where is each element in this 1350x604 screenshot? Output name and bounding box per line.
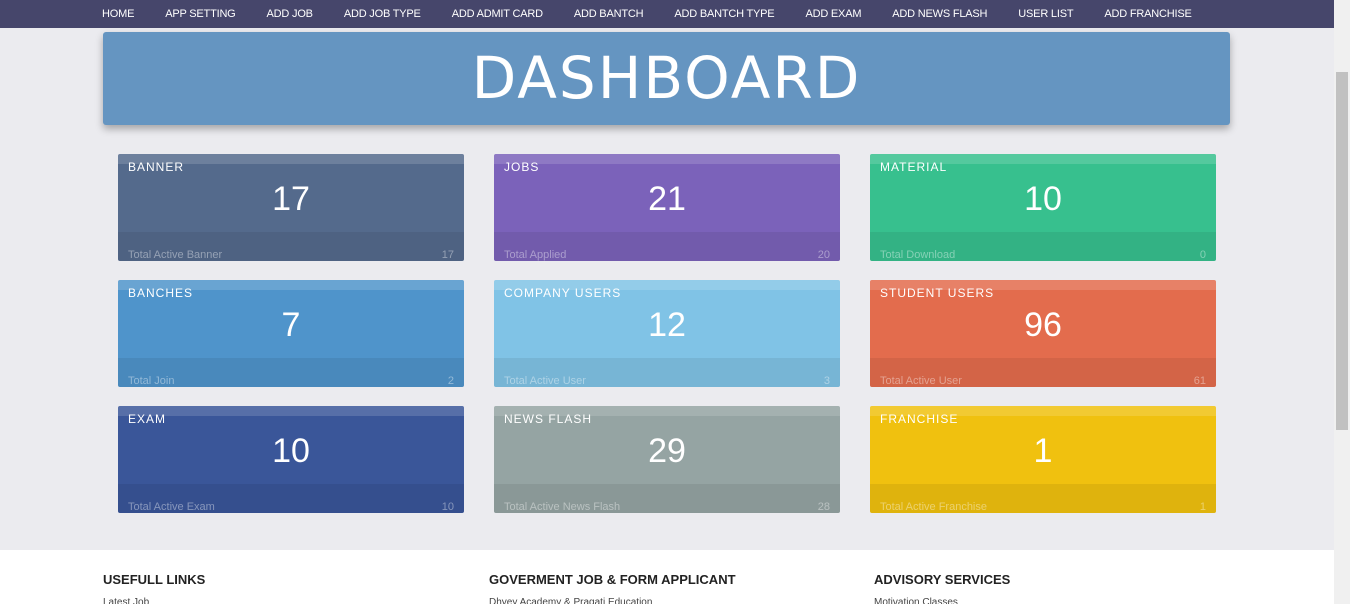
stat-card[interactable]: BANCHES 7 Total Join 2 bbox=[118, 280, 464, 387]
card-title: EXAM bbox=[128, 412, 167, 426]
stat-card[interactable]: BANNER 17 Total Active Banner 17 bbox=[118, 154, 464, 261]
card-caption: Total Active Exam bbox=[128, 501, 215, 513]
card-top bbox=[118, 154, 464, 164]
card-top bbox=[494, 280, 840, 290]
card-title: FRANCHISE bbox=[880, 412, 959, 426]
stat-card[interactable]: NEWS FLASH 29 Total Active News Flash 28 bbox=[494, 406, 840, 513]
card-bottom bbox=[118, 232, 464, 261]
card-top bbox=[870, 154, 1216, 164]
nav-link[interactable]: ADD EXAM bbox=[805, 8, 862, 20]
card-value: 21 bbox=[648, 180, 686, 218]
card-bottom bbox=[494, 232, 840, 261]
nav-link[interactable]: APP SETTING bbox=[165, 8, 236, 20]
card-count: 2 bbox=[447, 375, 454, 387]
card-top bbox=[870, 280, 1216, 290]
card-top bbox=[870, 406, 1216, 416]
card-top bbox=[118, 280, 464, 290]
stat-card[interactable]: COMPANY USERS 12 Total Active User 3 bbox=[494, 280, 840, 387]
dashboard-banner: DASHBOARD bbox=[103, 32, 1230, 125]
nav-link[interactable]: ADD BANTCH TYPE bbox=[674, 8, 775, 20]
nav-link[interactable]: ADD BANTCH bbox=[573, 8, 644, 20]
card-bottom bbox=[870, 232, 1216, 261]
footer-link[interactable]: Latest Job bbox=[103, 597, 150, 604]
nav-link[interactable]: HOME bbox=[102, 8, 135, 20]
nav-link[interactable]: ADD JOB bbox=[266, 8, 313, 20]
card-caption: Total Join bbox=[128, 375, 175, 387]
card-count: 0 bbox=[1199, 249, 1206, 261]
card-caption: Total Active Franchise bbox=[880, 501, 987, 513]
nav-link[interactable]: USER LIST bbox=[1018, 8, 1074, 20]
footer-title: GOVERMENT JOB & FORM APPLICANT bbox=[489, 572, 736, 587]
scroll-thumb[interactable] bbox=[1336, 72, 1348, 430]
card-value: 1 bbox=[1033, 432, 1053, 470]
card-count: 20 bbox=[817, 249, 830, 261]
nav-link[interactable]: ADD JOB TYPE bbox=[343, 8, 421, 20]
stat-card[interactable]: MATERIAL 10 Total Download 0 bbox=[870, 154, 1216, 261]
footer-link[interactable]: Dhyey Academy & Pragati Education bbox=[489, 597, 653, 604]
card-value: 29 bbox=[648, 432, 686, 470]
card-bottom bbox=[870, 484, 1216, 513]
card-count: 3 bbox=[823, 375, 830, 387]
card-caption: Total Download bbox=[880, 249, 956, 261]
footer: USEFULL LINKS Latest Job GOVERMENT JOB & F… bbox=[0, 550, 1334, 604]
card-caption: Total Active Banner bbox=[128, 249, 223, 261]
card-top bbox=[494, 406, 840, 416]
card-title: NEWS FLASH bbox=[504, 412, 593, 426]
card-title: MATERIAL bbox=[880, 160, 948, 174]
card-title: STUDENT USERS bbox=[880, 286, 995, 300]
card-count: 10 bbox=[441, 501, 454, 513]
card-title: BANNER bbox=[128, 160, 185, 174]
footer-column: USEFULL LINKS Latest Job bbox=[103, 572, 205, 604]
card-bottom bbox=[118, 358, 464, 387]
stat-card[interactable]: FRANCHISE 1 Total Active Franchise 1 bbox=[870, 406, 1216, 513]
card-top bbox=[494, 154, 840, 164]
card-value: 7 bbox=[281, 306, 301, 344]
card-value: 10 bbox=[1024, 180, 1062, 218]
card-bottom bbox=[118, 484, 464, 513]
card-count: 28 bbox=[817, 501, 830, 513]
card-title: BANCHES bbox=[128, 286, 194, 300]
footer-title: ADVISORY SERVICES bbox=[874, 572, 1011, 587]
card-top bbox=[118, 406, 464, 416]
card-count: 61 bbox=[1193, 375, 1206, 387]
footer-link[interactable]: Motivation Classes bbox=[874, 597, 958, 604]
card-bottom bbox=[494, 484, 840, 513]
nav-link[interactable]: ADD ADMIT CARD bbox=[451, 8, 543, 20]
nav-link[interactable]: ADD FRANCHISE bbox=[1104, 8, 1192, 20]
card-title: JOBS bbox=[504, 160, 540, 174]
stat-card[interactable]: EXAM 10 Total Active Exam 10 bbox=[118, 406, 464, 513]
card-bottom bbox=[494, 358, 840, 387]
card-title: COMPANY USERS bbox=[504, 286, 622, 300]
nav-link[interactable]: ADD NEWS FLASH bbox=[892, 8, 988, 20]
card-caption: Total Active User bbox=[880, 375, 962, 387]
card-value: 10 bbox=[272, 432, 310, 470]
card-count: 1 bbox=[1199, 501, 1206, 513]
card-count: 17 bbox=[441, 249, 454, 261]
card-value: 12 bbox=[648, 306, 686, 344]
card-caption: Total Applied bbox=[504, 249, 567, 261]
footer-title: USEFULL LINKS bbox=[103, 572, 206, 587]
stat-card[interactable]: STUDENT USERS 96 Total Active User 61 bbox=[870, 280, 1216, 387]
card-value: 96 bbox=[1024, 306, 1062, 344]
nav-bar: HOME APP SETTING ADD JOB ADD JOB TYPE ADD AD… bbox=[0, 0, 1334, 28]
card-caption: Total Active User bbox=[504, 375, 586, 387]
card-caption: Total Active News Flash bbox=[504, 501, 621, 513]
footer-column: ADVISORY SERVICES Motivation Classes bbox=[874, 572, 1010, 604]
card-value: 17 bbox=[272, 180, 310, 218]
footer-column: GOVERMENT JOB & FORM APPLICANT Dhyey Acad… bbox=[489, 572, 736, 604]
stat-card[interactable]: JOBS 21 Total Applied 20 bbox=[494, 154, 840, 261]
card-bottom bbox=[870, 358, 1216, 387]
